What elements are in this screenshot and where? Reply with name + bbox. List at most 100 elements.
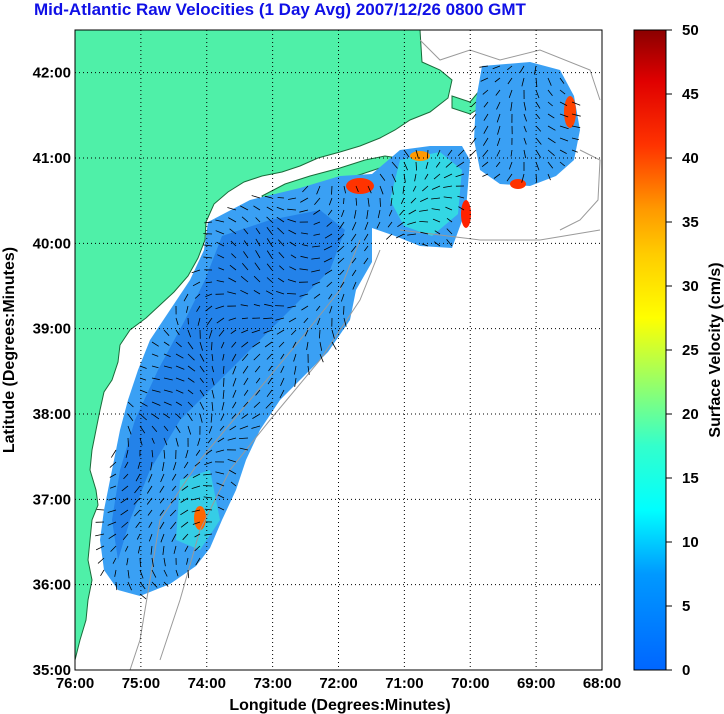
velocity-vector [148,473,153,483]
velocity-vector [299,209,309,213]
velocity-vector [319,353,324,363]
colorbar-tick-label: 25 [682,342,699,359]
velocity-vector [199,365,205,373]
velocity-vector [124,461,129,469]
map-title: Mid-Atlantic Raw Velocities (1 Day Avg) … [34,0,526,19]
velocity-vector [240,289,249,295]
velocity-vector [240,275,249,283]
velocity-vector [339,269,345,276]
velocity-vector [571,149,578,153]
velocity-vector [203,244,213,247]
velocity-vector [266,353,273,360]
velocity-vector [278,341,285,348]
x-tick-label: 71:00 [385,675,423,692]
velocity-vector [210,413,213,423]
velocity-vector [355,197,358,206]
velocity-vector [107,521,117,526]
velocity-vector [231,413,237,419]
velocity-vector [276,329,285,335]
velocity-vector [523,149,526,159]
velocity-vector [263,317,273,320]
velocity-vector [319,341,323,351]
velocity-vector [366,209,369,219]
velocity-vector [159,521,165,530]
velocity-vector [133,497,141,505]
velocity-vector [481,161,489,168]
velocity-vector [163,389,173,393]
velocity-vector [508,161,513,170]
velocity-vector [251,425,261,429]
velocity-vector [287,279,297,283]
velocity-vector [253,304,261,307]
velocity-vector [252,413,261,419]
velocity-vector [163,569,168,577]
velocity-vector [289,266,297,271]
velocity-vector [206,317,213,326]
velocity-vector [304,329,309,337]
velocity-vector [175,437,179,447]
velocity-vector [215,219,225,223]
velocity-vector [169,509,177,517]
velocity-vector [243,240,249,247]
velocity-vector [432,218,441,223]
y-tick-label: 35:00 [33,662,71,679]
velocity-vector [108,497,117,501]
velocity-vector [151,569,157,578]
velocity-vector [329,305,333,314]
velocity-vector [180,497,189,503]
velocity-vector [559,149,567,154]
velocity-cyan-patch [390,152,462,236]
velocity-vector [134,509,141,517]
velocity-vector [301,305,309,311]
velocity-vector [232,377,237,387]
velocity-vector [351,257,357,264]
velocity-vector [192,521,201,525]
velocity-vector [135,521,141,528]
y-tick-label: 38:00 [33,406,71,423]
velocity-vector [547,125,556,131]
velocity-vector [183,473,189,479]
velocity-vector [241,216,249,223]
velocity-vector [313,221,321,225]
velocity-vector [139,425,146,434]
velocity-vector [277,197,285,199]
velocity-vector [341,293,345,302]
velocity-vector [151,401,161,406]
velocity-vector [121,485,129,492]
velocity-vector [163,365,173,369]
velocity-vector [181,485,189,491]
velocity-vector [331,185,333,195]
x-tick-label: 69:00 [517,675,555,692]
velocity-vector [187,329,192,338]
velocity-vector [521,77,525,87]
velocity-vector [255,217,261,223]
velocity-vector [559,77,565,84]
velocity-vector [238,437,249,439]
velocity-vector [120,509,129,516]
velocity-vector [159,509,165,516]
velocity-vector [194,461,201,467]
y-tick-label: 41:00 [33,150,71,167]
velocity-vector [203,496,213,499]
velocity-vector [443,196,453,199]
velocity-vector [241,329,249,334]
velocity-vector [535,101,541,109]
velocity-vector [151,425,158,432]
velocity-vector [240,205,249,211]
velocity-vector [220,341,225,349]
velocity-vector [523,125,527,133]
velocity-vector [204,533,213,536]
velocity-vector [151,341,159,347]
velocity-vector [354,209,357,219]
velocity-vector [303,317,309,324]
velocity-vector [187,569,190,579]
velocity-vector [299,268,309,271]
velocity-vector [175,401,183,406]
velocity-vector [433,173,441,180]
velocity-vector [163,341,170,346]
velocity-vector [294,377,297,387]
velocity-vector [127,413,134,422]
velocity-vector [230,481,237,487]
velocity-vector [266,389,273,398]
velocity-hotspot-2 [461,200,471,228]
